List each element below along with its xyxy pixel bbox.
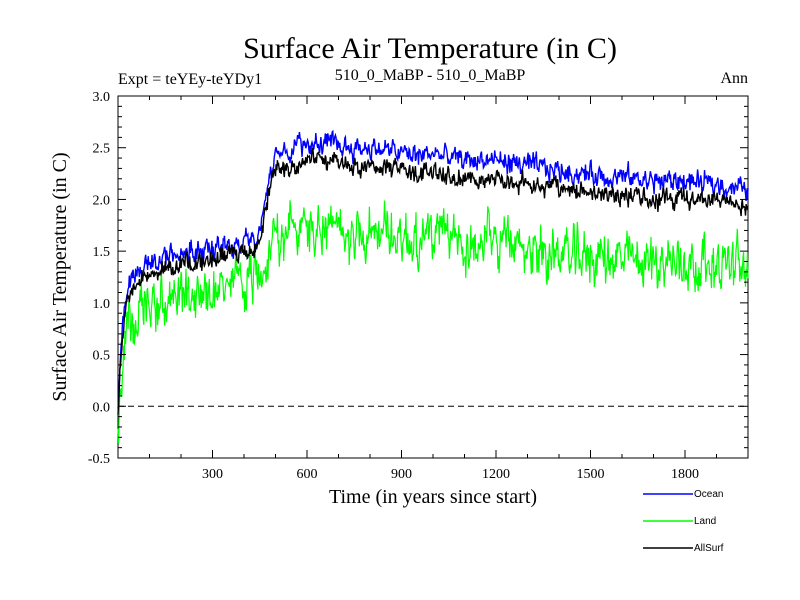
legend-label-land: Land bbox=[694, 516, 716, 527]
y-tick-label: -0.5 bbox=[88, 452, 110, 467]
y-tick-label: 3.0 bbox=[93, 90, 111, 105]
series-layer bbox=[117, 129, 749, 444]
series-line-allsurf bbox=[117, 147, 749, 415]
y-tick-label: 2.0 bbox=[93, 193, 111, 208]
y-axis-ticks: -0.5 0.0 0.5 1.0 1.5 2.0 2.5 3.0 bbox=[88, 90, 748, 467]
series-line-land bbox=[117, 200, 749, 444]
x-axis-title: Time (in years since start) bbox=[329, 486, 537, 508]
experiment-label: Expt = teYEy-teYDy1 bbox=[118, 71, 262, 88]
y-tick-label: 0.5 bbox=[93, 349, 111, 364]
x-tick-label: 1800 bbox=[671, 467, 699, 482]
y-tick-label: 1.5 bbox=[93, 245, 111, 260]
x-tick-label: 1200 bbox=[482, 467, 510, 482]
x-axis-ticks: 300 600 900 1200 1500 1800 bbox=[149, 96, 717, 482]
legend-label-allsurf: AllSurf bbox=[694, 543, 724, 554]
season-label: Ann bbox=[720, 70, 748, 87]
chart-title: Surface Air Temperature (in C) bbox=[243, 32, 617, 65]
legend: Ocean Land AllSurf bbox=[643, 489, 724, 554]
series-line-ocean bbox=[117, 129, 749, 409]
y-axis-title: Surface Air Temperature (in C) bbox=[49, 152, 71, 401]
comparison-label: 510_0_MaBP - 510_0_MaBP bbox=[335, 67, 526, 84]
y-tick-label: 1.0 bbox=[93, 297, 111, 312]
x-tick-label: 900 bbox=[391, 467, 412, 482]
legend-label-ocean: Ocean bbox=[694, 489, 723, 500]
plot-frame bbox=[117, 95, 749, 459]
y-tick-label: 0.0 bbox=[93, 400, 111, 415]
x-tick-label: 1500 bbox=[577, 467, 605, 482]
x-tick-label: 300 bbox=[202, 467, 223, 482]
y-tick-label: 2.5 bbox=[93, 142, 111, 157]
x-tick-label: 600 bbox=[297, 467, 318, 482]
